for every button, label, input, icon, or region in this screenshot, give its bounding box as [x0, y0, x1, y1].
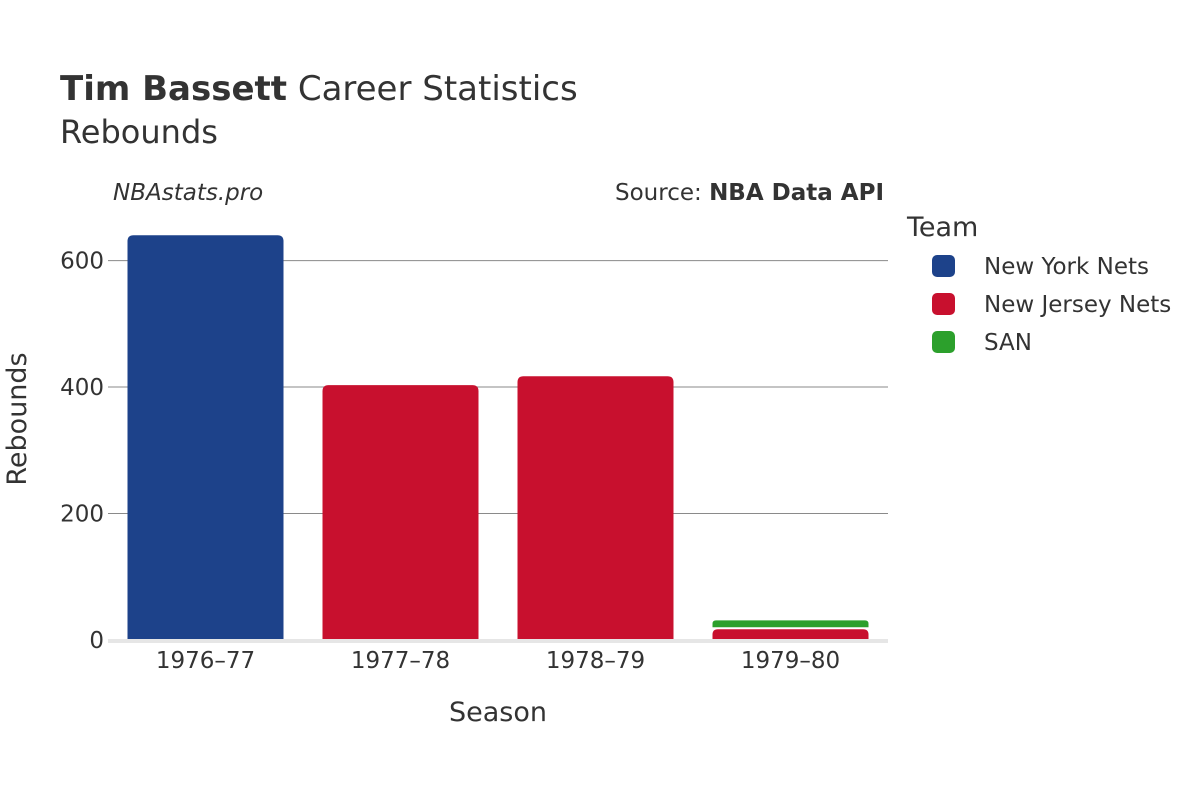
y-tick-label: 600	[60, 249, 104, 275]
title-rest: Career Statistics	[298, 69, 578, 109]
bar	[517, 376, 674, 640]
legend-label: SAN	[984, 330, 1032, 356]
title-spacer	[287, 69, 298, 109]
source-prefix: Source:	[615, 180, 709, 206]
legend-swatch	[932, 331, 955, 353]
legend: New York Nets New Jersey Nets SAN	[932, 254, 1171, 356]
bar	[712, 620, 869, 628]
axes: 0 200 400 600 1976–77 1977–78 1978–79 1979–80	[60, 249, 888, 674]
chart-subtitle: Rebounds	[60, 113, 218, 151]
legend-swatch	[932, 293, 955, 315]
x-tick-label: 1977–78	[351, 648, 450, 674]
y-axis-title: Rebounds	[2, 352, 33, 485]
x-tick-label: 1978–79	[546, 648, 645, 674]
y-tick-label: 400	[60, 375, 104, 401]
watermark: NBAstats.pro	[113, 180, 263, 206]
source-credit: Source: NBA Data API	[615, 180, 884, 206]
x-tick-label: 1979–80	[741, 648, 840, 674]
legend-title: Team	[906, 212, 978, 243]
bars	[127, 235, 869, 640]
bar	[322, 385, 479, 640]
bar	[127, 235, 284, 640]
chart-title: Tim Bassett Career Statistics	[60, 69, 578, 109]
source-name: NBA Data API	[709, 180, 884, 206]
legend-label: New Jersey Nets	[984, 292, 1171, 318]
bar	[712, 629, 869, 640]
legend-swatch	[932, 255, 955, 277]
x-tick-label: 1976–77	[156, 648, 255, 674]
player-name: Tim Bassett	[60, 69, 287, 109]
x-axis-title: Season	[449, 697, 547, 728]
legend-label: New York Nets	[984, 254, 1149, 280]
y-tick-label: 200	[60, 502, 104, 528]
y-tick-label: 0	[89, 628, 104, 654]
